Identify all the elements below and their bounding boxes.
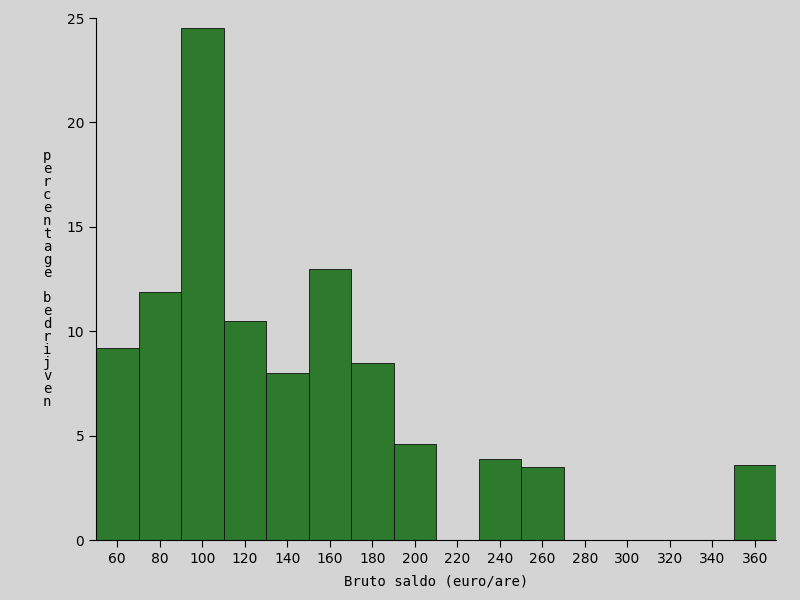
Y-axis label: p
e
r
c
e
n
t
a
g
e
 
b
e
d
r
i
j
v
e
n: p e r c e n t a g e b e d r i j v e n — [43, 149, 51, 409]
Bar — [96, 348, 138, 540]
Bar — [309, 269, 351, 540]
Bar — [223, 321, 266, 540]
X-axis label: Bruto saldo (euro/are): Bruto saldo (euro/are) — [344, 574, 528, 588]
Bar — [734, 465, 776, 540]
Bar — [521, 467, 563, 540]
Bar — [138, 292, 181, 540]
Bar — [351, 362, 394, 540]
Bar — [266, 373, 309, 540]
Bar — [478, 458, 521, 540]
Bar — [394, 444, 436, 540]
Bar — [181, 28, 223, 540]
